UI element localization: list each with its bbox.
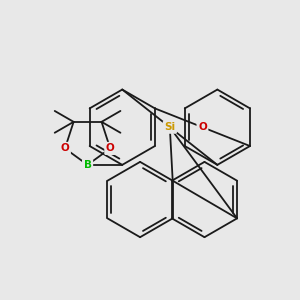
Text: O: O (61, 143, 69, 153)
Text: O: O (198, 122, 207, 132)
Text: O: O (106, 143, 115, 153)
Text: B: B (84, 160, 92, 170)
Text: Si: Si (164, 122, 175, 132)
